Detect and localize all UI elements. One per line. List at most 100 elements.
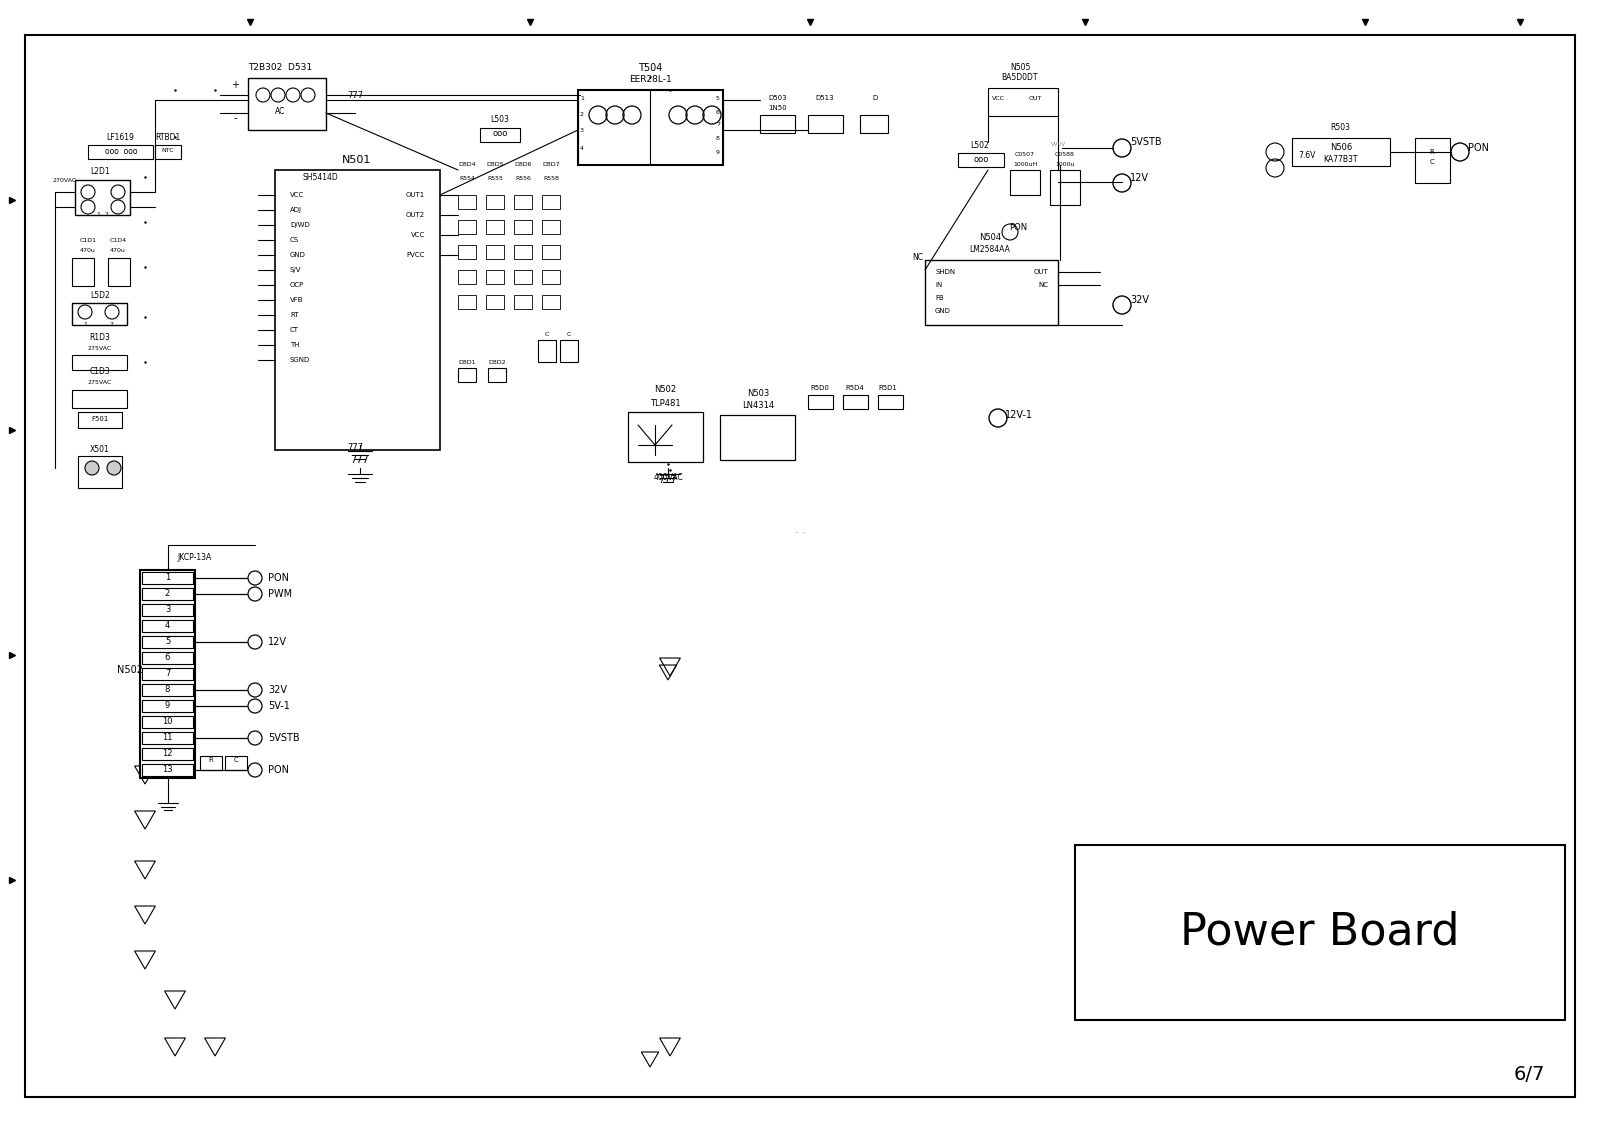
Circle shape bbox=[248, 731, 262, 745]
Text: ooo: ooo bbox=[493, 129, 507, 138]
Bar bbox=[458, 295, 477, 309]
Bar bbox=[142, 732, 194, 744]
Text: OCP: OCP bbox=[290, 282, 304, 288]
Text: . .: . . bbox=[795, 525, 805, 535]
Bar bbox=[760, 115, 795, 132]
Text: NC: NC bbox=[912, 254, 923, 263]
Text: C1D1: C1D1 bbox=[80, 238, 96, 242]
Text: BA5D0DT: BA5D0DT bbox=[1002, 74, 1038, 83]
Text: T2B302  D531: T2B302 D531 bbox=[248, 63, 312, 72]
Text: 9: 9 bbox=[717, 149, 720, 154]
Text: R554: R554 bbox=[459, 175, 475, 180]
Text: X501: X501 bbox=[90, 446, 110, 455]
Circle shape bbox=[248, 698, 262, 713]
Bar bbox=[458, 195, 477, 209]
Bar bbox=[514, 245, 531, 259]
Text: F501: F501 bbox=[91, 415, 109, 422]
Text: 32V: 32V bbox=[1130, 295, 1149, 305]
Text: PON: PON bbox=[1469, 143, 1490, 153]
Text: R: R bbox=[208, 757, 213, 763]
Bar bbox=[72, 391, 126, 408]
Text: IN: IN bbox=[934, 282, 942, 288]
Text: CT: CT bbox=[290, 327, 299, 333]
Bar bbox=[578, 91, 723, 165]
Text: GND: GND bbox=[290, 252, 306, 258]
Text: VCC: VCC bbox=[992, 95, 1005, 101]
Bar bbox=[958, 153, 1005, 168]
Text: R503: R503 bbox=[1330, 123, 1350, 132]
Text: D8D1: D8D1 bbox=[458, 360, 475, 365]
Text: RTBD1: RTBD1 bbox=[155, 134, 181, 143]
Bar bbox=[542, 195, 560, 209]
Bar bbox=[1050, 170, 1080, 205]
Bar bbox=[486, 245, 504, 259]
Text: N502: N502 bbox=[654, 386, 677, 394]
Bar bbox=[486, 271, 504, 284]
Text: R556: R556 bbox=[515, 175, 531, 180]
Text: D8D4: D8D4 bbox=[458, 163, 475, 168]
Text: 2: 2 bbox=[165, 590, 170, 599]
Bar bbox=[538, 340, 557, 362]
Bar bbox=[1075, 844, 1565, 1020]
Text: 1000u: 1000u bbox=[1056, 163, 1075, 168]
Bar bbox=[542, 295, 560, 309]
Text: N506: N506 bbox=[1330, 144, 1352, 153]
Circle shape bbox=[1002, 224, 1018, 240]
Text: EER28L-1: EER28L-1 bbox=[629, 76, 672, 85]
Text: NTC: NTC bbox=[162, 148, 174, 154]
Text: OUT1: OUT1 bbox=[406, 192, 426, 198]
Text: N504: N504 bbox=[979, 233, 1002, 242]
Text: 6: 6 bbox=[717, 110, 720, 114]
Text: C0507: C0507 bbox=[1014, 153, 1035, 157]
Text: 8: 8 bbox=[717, 136, 720, 140]
Text: 6/7: 6/7 bbox=[1514, 1065, 1546, 1084]
Bar bbox=[142, 668, 194, 680]
Text: PON: PON bbox=[269, 573, 290, 583]
Bar bbox=[142, 588, 194, 600]
Text: R5D0: R5D0 bbox=[811, 385, 829, 391]
Text: L5D2: L5D2 bbox=[90, 291, 110, 300]
Text: OUT: OUT bbox=[1029, 95, 1042, 101]
Bar bbox=[560, 340, 578, 362]
Circle shape bbox=[107, 461, 122, 475]
Text: SGND: SGND bbox=[290, 357, 310, 363]
Bar bbox=[1414, 138, 1450, 183]
Bar bbox=[200, 756, 222, 770]
Bar bbox=[808, 395, 834, 409]
Text: C0588: C0588 bbox=[1054, 153, 1075, 157]
Text: N501: N501 bbox=[342, 155, 371, 165]
Bar bbox=[142, 604, 194, 616]
Text: C: C bbox=[546, 333, 549, 337]
Text: SH5414D: SH5414D bbox=[302, 173, 338, 182]
Bar bbox=[486, 195, 504, 209]
Text: +: + bbox=[230, 80, 238, 91]
Text: S/V: S/V bbox=[290, 267, 301, 273]
Bar bbox=[989, 88, 1058, 115]
Circle shape bbox=[1114, 139, 1131, 157]
Text: CS: CS bbox=[290, 237, 299, 243]
Text: 777: 777 bbox=[659, 475, 677, 484]
Bar bbox=[1010, 170, 1040, 195]
Bar bbox=[486, 220, 504, 234]
Bar bbox=[72, 355, 126, 370]
Text: 12: 12 bbox=[162, 749, 173, 758]
Bar bbox=[142, 572, 194, 584]
Text: D/WD: D/WD bbox=[290, 222, 310, 228]
Bar bbox=[720, 415, 795, 460]
Text: C: C bbox=[234, 757, 238, 763]
Text: 32V: 32V bbox=[269, 685, 286, 695]
Circle shape bbox=[248, 571, 262, 585]
Text: D8D5: D8D5 bbox=[486, 163, 504, 168]
Bar bbox=[142, 684, 194, 696]
Bar bbox=[542, 245, 560, 259]
Text: 777: 777 bbox=[347, 91, 363, 100]
Text: 3: 3 bbox=[165, 606, 170, 615]
Text: OUT: OUT bbox=[1034, 269, 1048, 275]
Bar bbox=[88, 145, 154, 158]
Text: D8D2: D8D2 bbox=[488, 360, 506, 365]
Text: 9: 9 bbox=[165, 702, 170, 711]
Text: OUT2: OUT2 bbox=[406, 212, 426, 218]
Circle shape bbox=[248, 763, 262, 777]
Text: VCC: VCC bbox=[290, 192, 304, 198]
Bar bbox=[878, 395, 902, 409]
